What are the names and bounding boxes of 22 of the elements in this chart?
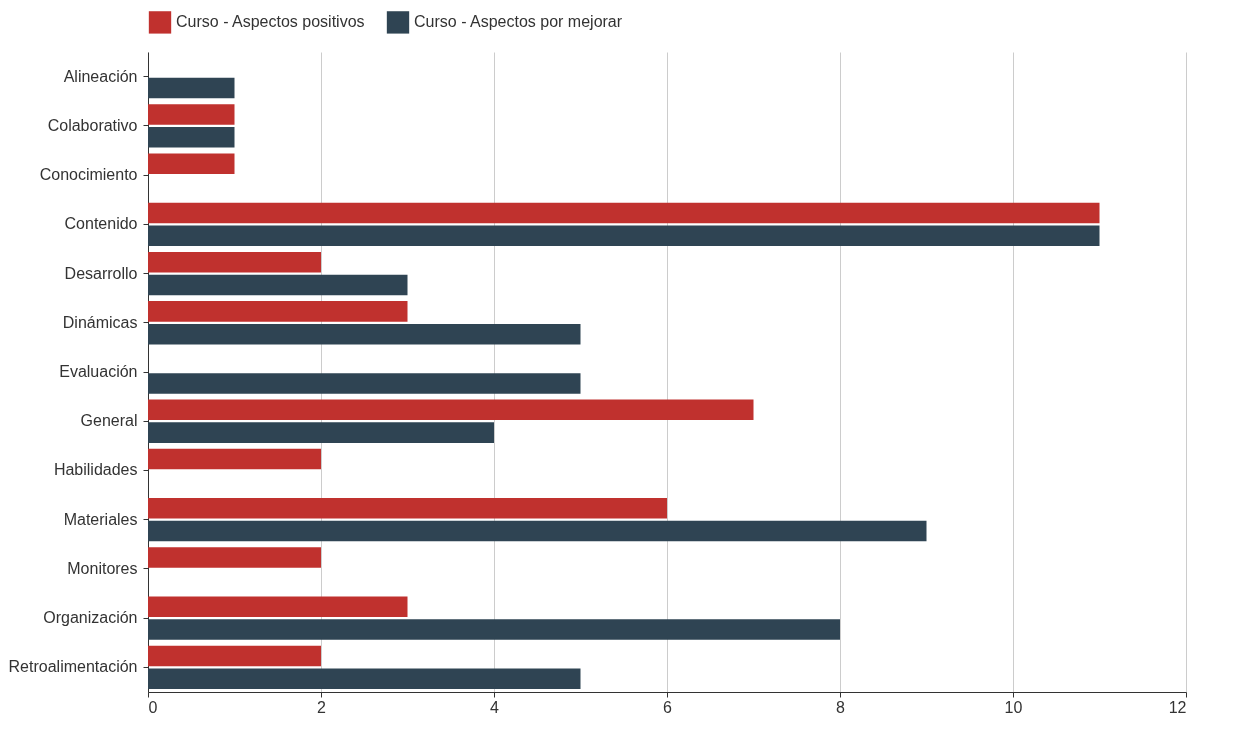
y-tick-label: Dinámicas [62,313,138,331]
y-tick-label: Colaborativo [47,116,138,134]
y-tick-label: Retroalimentación [8,658,138,676]
y-tick-label: Monitores [67,559,138,577]
x-tick-label: 10 [1004,698,1023,716]
x-tick-label: 2 [317,698,327,716]
x-tick-label: 12 [1168,698,1187,716]
y-tick-label: Alineación [63,67,138,85]
y-tick-label: Evaluación [59,363,138,380]
y-tick-label: Materiales [63,510,138,528]
legend-label: Curso - Aspectos por mejorar [414,13,623,31]
y-tick-label: Habilidades [53,461,138,479]
y-tick-label: Contenido [64,215,138,233]
y-tick-label: General [80,412,138,430]
x-tick-label: 0 [148,698,158,716]
y-tick-label: Conocimiento [39,166,138,184]
legend-label: Curso - Aspectos positivos [176,13,365,31]
x-tick-label: 4 [490,698,500,716]
x-tick-label: 8 [836,698,846,716]
y-tick-label: Desarrollo [64,264,138,282]
x-tick-label: 6 [663,698,673,716]
y-tick-label: Organización [43,609,138,627]
